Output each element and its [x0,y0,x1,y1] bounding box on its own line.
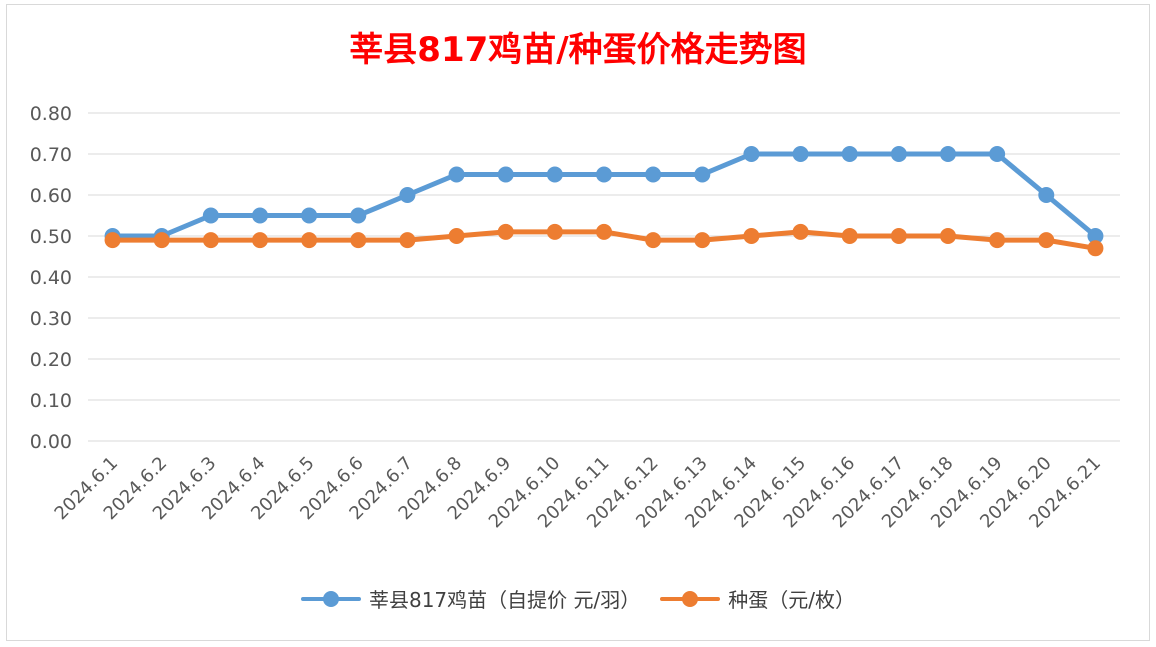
data-point-series-2 [841,228,858,244]
y-tick-label: 0.20 [30,349,72,371]
legend-item-egg[interactable]: 种蛋（元/枚） [660,584,855,613]
data-point-series-1 [890,146,907,162]
legend-marker-egg [660,589,721,609]
data-point-series-2 [694,232,711,249]
legend: 莘县817鸡苗（自提价 元/羽） 种蛋（元/枚） [0,584,1156,613]
data-point-series-1 [596,166,612,183]
data-point-series-1 [448,166,465,183]
y-tick-label: 0.40 [30,267,72,289]
data-point-series-1 [940,146,956,162]
data-point-series-1 [989,146,1006,162]
y-tick-label: 0.00 [30,431,72,453]
data-point-series-2 [743,228,760,244]
y-tick-label: 0.50 [30,226,72,248]
data-point-series-2 [153,232,170,249]
data-point-series-1 [301,207,318,224]
data-point-series-1 [792,146,809,162]
data-point-series-2 [940,228,956,244]
data-point-series-1 [743,146,760,162]
y-tick-label: 0.80 [30,103,72,125]
data-point-series-1 [645,166,662,183]
data-point-series-2 [497,223,514,240]
data-point-series-1 [350,207,367,224]
chart-title: 莘县817鸡苗/种蛋价格走势图 [349,30,807,70]
chart-frame [6,4,1150,641]
data-point-series-2 [792,223,809,240]
data-point-series-2 [546,223,563,240]
y-tick-label: 0.10 [30,390,72,412]
y-tick-label: 0.60 [30,185,72,207]
data-point-series-2 [104,232,121,249]
data-point-series-2 [989,232,1006,249]
data-point-series-2 [645,232,662,249]
data-point-series-2 [399,232,416,249]
data-point-series-2 [202,232,219,249]
data-point-series-2 [1038,232,1055,249]
data-point-series-1 [546,166,563,183]
legend-label-chick: 莘县817鸡苗（自提价 元/羽） [368,588,641,612]
data-point-series-1 [202,207,219,224]
data-point-series-1 [399,187,416,203]
data-point-series-2 [596,223,612,240]
data-point-series-1 [1087,228,1104,244]
data-point-series-2 [350,232,367,249]
data-point-series-2 [890,228,907,244]
data-point-series-1 [497,166,514,183]
y-tick-label: 0.30 [30,308,72,330]
data-point-series-2 [448,228,465,244]
data-point-series-1 [694,166,711,183]
y-tick-label: 0.70 [30,144,72,166]
legend-item-chick[interactable]: 莘县817鸡苗（自提价 元/羽） [300,584,641,613]
data-point-series-2 [252,232,268,249]
data-point-series-1 [252,207,268,224]
legend-label-egg: 种蛋（元/枚） [728,588,856,612]
data-point-series-2 [1087,240,1104,257]
data-point-series-1 [841,146,858,162]
data-point-series-1 [1038,187,1055,203]
legend-marker-chick [300,589,361,609]
data-point-series-2 [301,232,318,249]
